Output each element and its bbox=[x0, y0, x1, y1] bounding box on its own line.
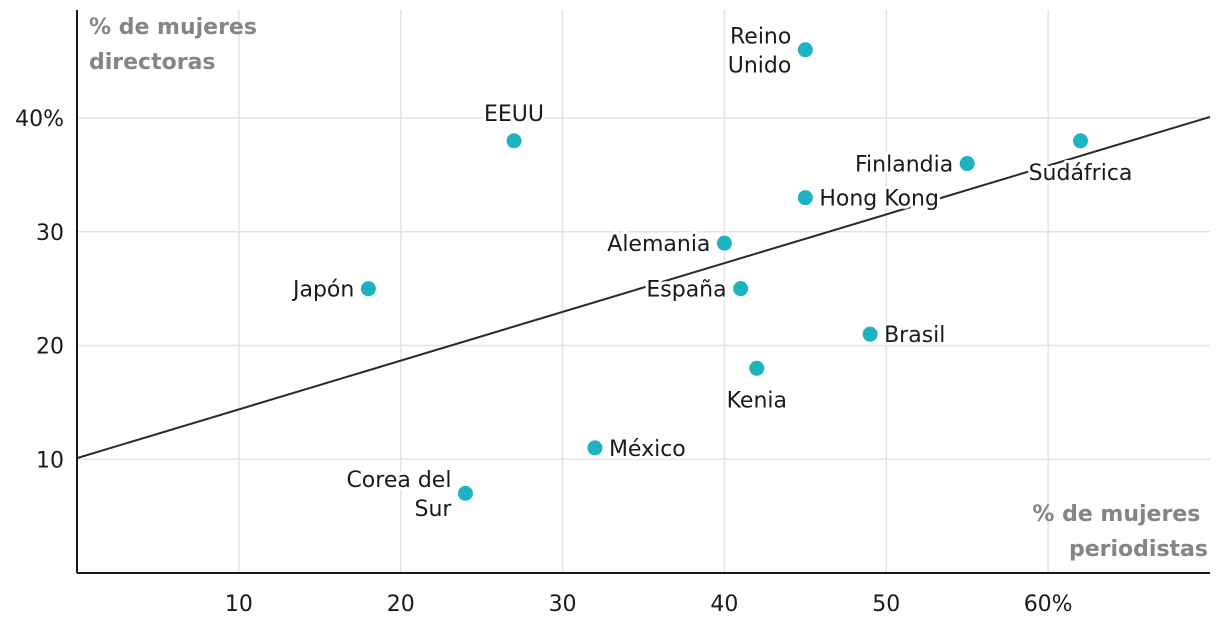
x-tick-label: 10 bbox=[225, 592, 253, 617]
label-line: Unido bbox=[728, 53, 792, 78]
label-kenia: Kenia bbox=[727, 388, 787, 413]
label-espana: España bbox=[646, 278, 726, 303]
label-line: Japón bbox=[291, 278, 354, 303]
label-line: Sudáfrica bbox=[1029, 161, 1133, 186]
point-alemania bbox=[716, 235, 732, 251]
point-sudafrica bbox=[1073, 133, 1089, 149]
x-tick-label: 20 bbox=[387, 592, 415, 617]
gridlines bbox=[77, 10, 1210, 573]
label-reino-unido: Reino Unido bbox=[728, 24, 792, 78]
x-axis-title-line-2: periodistas bbox=[1069, 537, 1208, 562]
y-axis-title-line-2: directoras bbox=[89, 50, 216, 75]
x-tick-labels: 10 20 30 40 50 60% bbox=[225, 592, 1073, 617]
point-finlandia bbox=[959, 156, 975, 172]
x-axis-title-line-1: % de mujeres bbox=[1032, 502, 1200, 527]
label-sudafrica: Sudáfrica bbox=[1029, 161, 1133, 186]
x-axis-title: % de mujeres periodistas bbox=[1032, 502, 1208, 562]
y-tick-label: 20 bbox=[36, 335, 64, 360]
axes bbox=[76, 10, 1210, 574]
y-axis-title: % de mujeres directoras bbox=[89, 15, 265, 75]
label-finlandia: Finlandia bbox=[855, 153, 953, 178]
data-points bbox=[360, 42, 1089, 501]
x-tick-label: 40 bbox=[710, 592, 738, 617]
y-tick-labels: 10 20 30 40% bbox=[15, 107, 64, 473]
label-line: Kenia bbox=[727, 388, 787, 413]
point-hong-kong bbox=[797, 190, 813, 206]
point-mexico bbox=[587, 440, 603, 456]
point-labels: Reino Unido EEUU Sudáfrica Finlandia Hong Kon… bbox=[288, 21, 1135, 525]
label-hong-kong: Hong Kong bbox=[819, 187, 939, 212]
label-japon: Japón bbox=[291, 278, 354, 303]
label-line: México bbox=[609, 437, 686, 462]
point-espana bbox=[733, 281, 749, 297]
x-tick-label: 50 bbox=[872, 592, 900, 617]
point-kenia bbox=[749, 360, 765, 376]
point-japon bbox=[360, 281, 376, 297]
label-line: Finlandia bbox=[855, 153, 953, 178]
label-line: Reino bbox=[730, 24, 791, 49]
x-tick-label: 30 bbox=[549, 592, 577, 617]
x-tick-label: 60% bbox=[1024, 592, 1073, 617]
point-corea-del-sur bbox=[457, 485, 473, 501]
label-line: EEUU bbox=[484, 102, 544, 127]
label-line: Brasil bbox=[884, 323, 945, 348]
y-tick-label: 30 bbox=[36, 221, 64, 246]
y-tick-label: 10 bbox=[36, 448, 64, 473]
label-alemania: Alemania bbox=[607, 232, 710, 257]
trend-line bbox=[76, 115, 1211, 460]
label-line: Hong Kong bbox=[819, 187, 939, 212]
y-tick-label: 40% bbox=[15, 107, 64, 132]
label-mexico: México bbox=[609, 437, 686, 462]
label-line: España bbox=[646, 278, 726, 303]
y-axis-title-line-1: % de mujeres bbox=[89, 15, 257, 40]
label-line: Alemania bbox=[607, 232, 710, 257]
point-brasil bbox=[862, 326, 878, 342]
point-eeuu bbox=[506, 133, 522, 149]
label-line: Corea del bbox=[346, 468, 451, 493]
label-eeuu: EEUU bbox=[484, 102, 544, 127]
label-corea-del-sur: Corea del Sur bbox=[346, 468, 452, 522]
point-reino-unido bbox=[797, 42, 813, 58]
label-brasil: Brasil bbox=[884, 323, 945, 348]
label-line: Sur bbox=[415, 497, 453, 522]
trend-line-group bbox=[76, 115, 1211, 460]
